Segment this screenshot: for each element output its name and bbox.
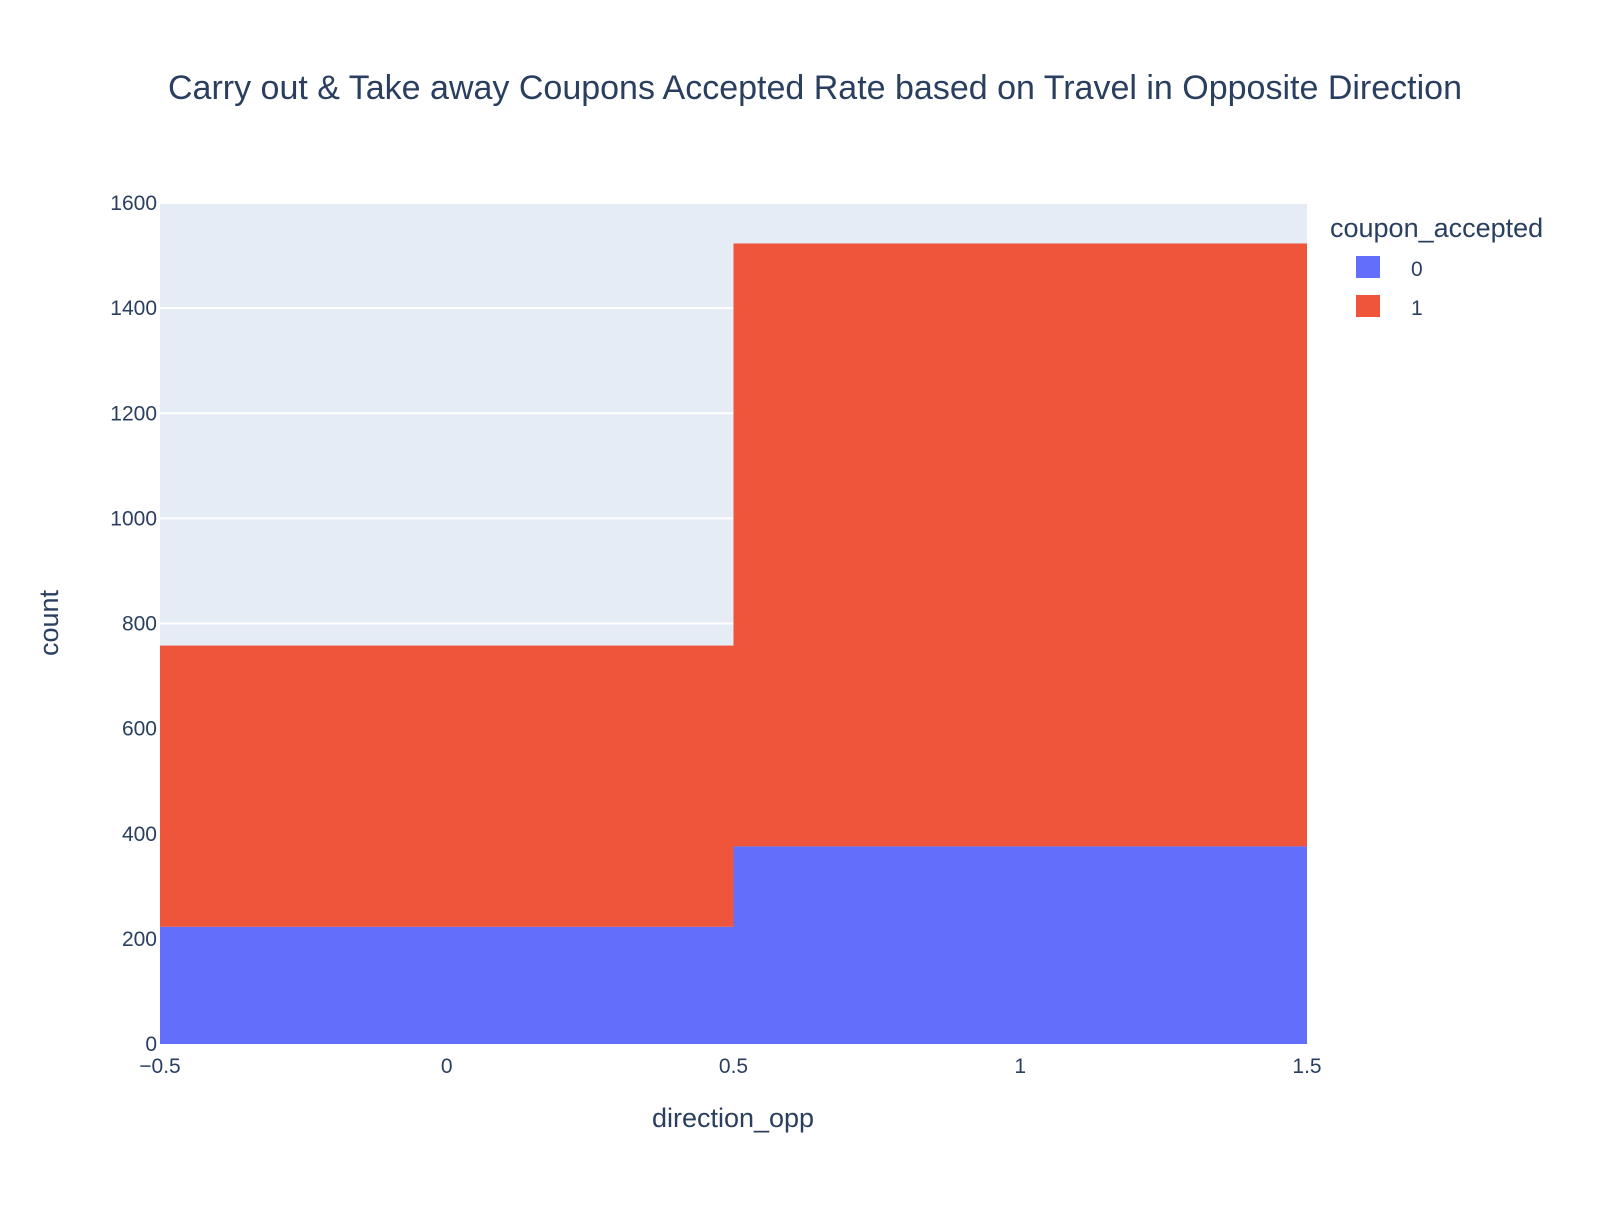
y-tick-label: 600 <box>122 718 157 741</box>
legend-items[interactable]: 01 <box>1356 256 1423 320</box>
y-tick-label: 800 <box>122 613 157 636</box>
x-axis-ticks: −0.5 0 0.5 1 1.5 <box>139 1055 1321 1078</box>
bar-coupon-1-bin-1[interactable] <box>733 243 1308 847</box>
y-tick-label: 200 <box>122 928 157 951</box>
legend-label: 0 <box>1411 258 1423 281</box>
legend-item-1[interactable]: 1 <box>1356 295 1423 320</box>
y-tick-label: 400 <box>122 823 157 846</box>
chart-title: Carry out & Take away Coupons Accepted R… <box>168 69 1462 107</box>
y-tick-label: 1400 <box>110 297 157 320</box>
y-tick-label: 1600 <box>110 192 157 215</box>
bar-coupon-0-bin-1[interactable] <box>733 846 1308 1044</box>
y-axis-ticks: 0 200 400 600 800 1000 1200 1400 1600 <box>110 192 157 1056</box>
x-tick-label: 0 <box>441 1055 453 1078</box>
y-tick-label: 1000 <box>110 507 157 530</box>
x-tick-label: 0.5 <box>719 1055 748 1078</box>
x-tick-label: 1 <box>1014 1055 1026 1078</box>
legend-title: coupon_accepted <box>1330 213 1543 243</box>
bar-coupon-0-bin-0[interactable] <box>160 926 734 1044</box>
x-axis-title: direction_opp <box>652 1103 814 1133</box>
y-tick-label: 1200 <box>110 402 157 425</box>
legend-swatch <box>1356 295 1380 317</box>
x-tick-label: −0.5 <box>139 1055 180 1078</box>
legend-swatch <box>1356 256 1380 278</box>
x-tick-label: 1.5 <box>1292 1055 1321 1078</box>
bar-coupon-1-bin-0[interactable] <box>160 645 734 927</box>
bars <box>160 243 1307 1044</box>
legend[interactable]: coupon_accepted 01 <box>1330 213 1543 320</box>
y-tick-label: 0 <box>145 1033 157 1056</box>
y-axis-title: count <box>34 589 64 656</box>
legend-label: 1 <box>1411 297 1423 320</box>
legend-item-0[interactable]: 0 <box>1356 256 1423 281</box>
